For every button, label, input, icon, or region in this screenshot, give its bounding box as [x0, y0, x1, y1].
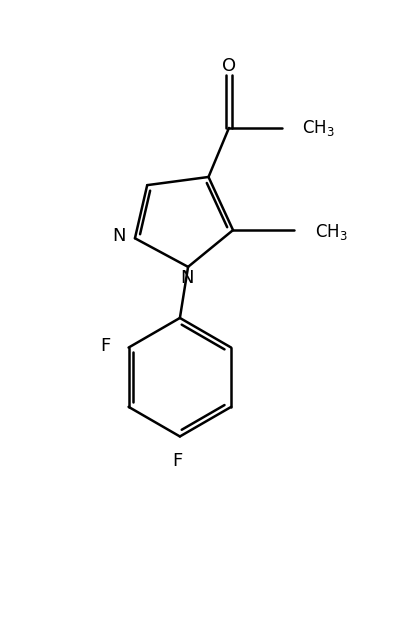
- Text: CH$_3$: CH$_3$: [302, 118, 335, 138]
- Text: N: N: [113, 227, 126, 245]
- Text: O: O: [222, 57, 236, 75]
- Text: F: F: [100, 337, 110, 355]
- Text: CH$_3$: CH$_3$: [315, 222, 347, 242]
- Text: F: F: [173, 452, 183, 470]
- Text: N: N: [181, 269, 194, 287]
